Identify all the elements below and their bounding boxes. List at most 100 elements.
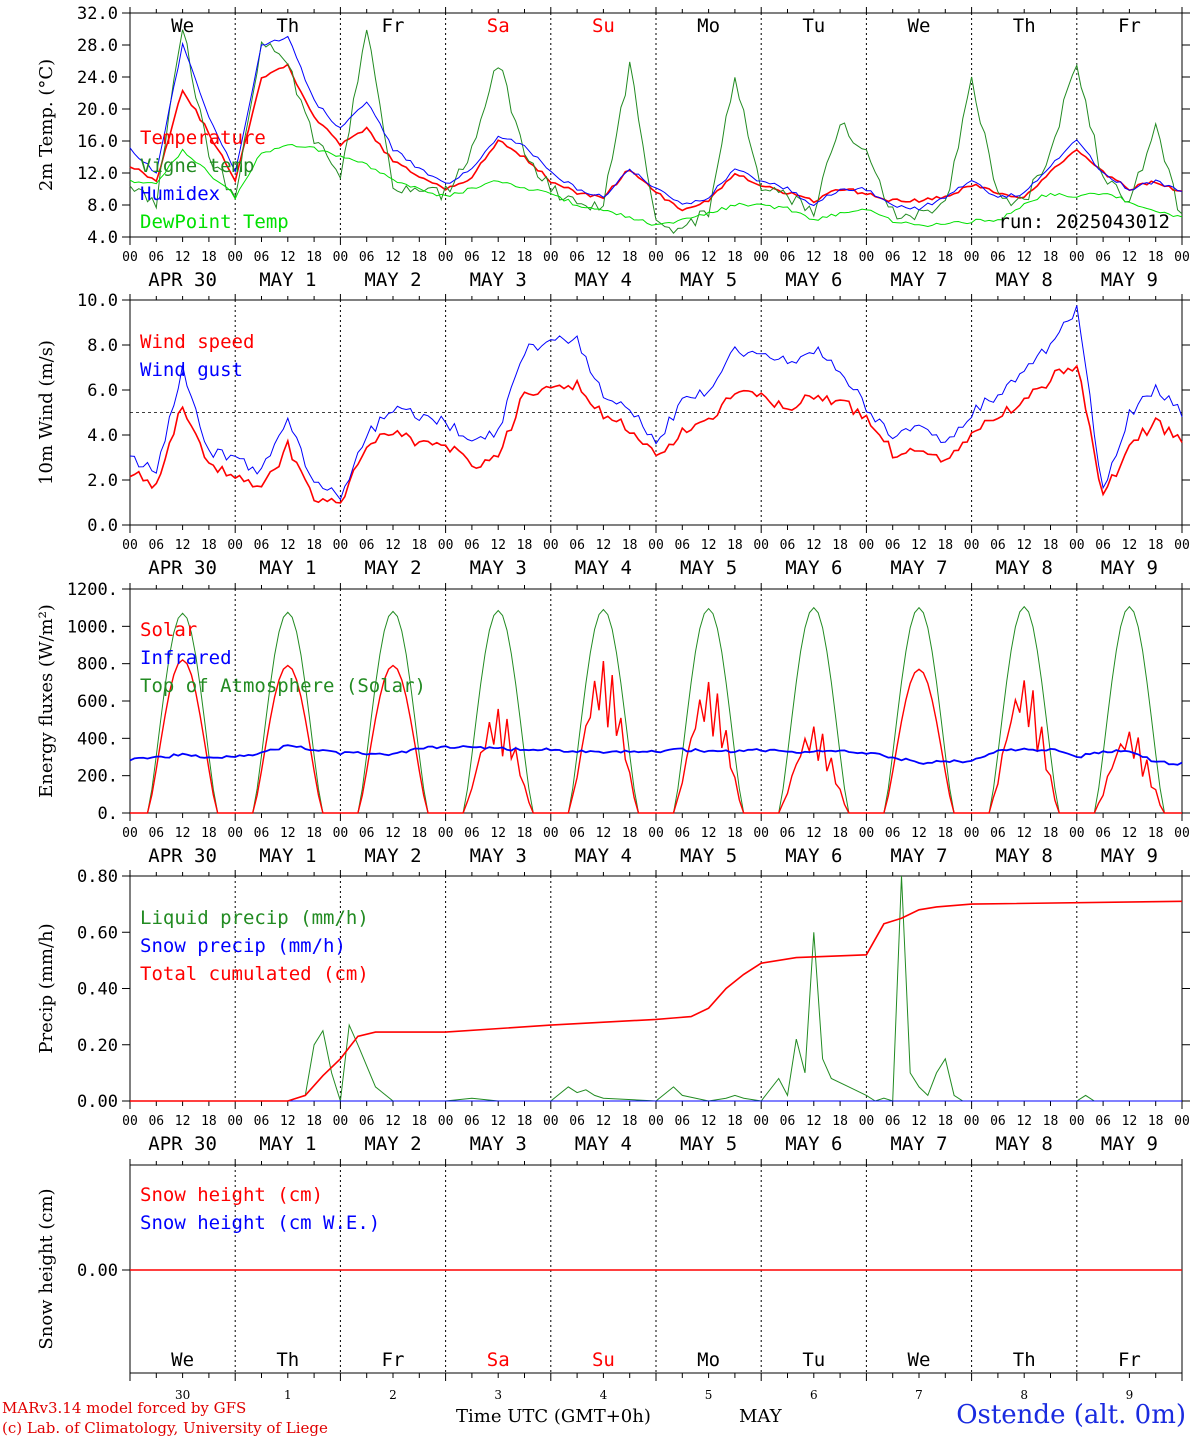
hour-tick-label: 12 (911, 1114, 927, 1129)
date-label: MAY 5 (680, 1133, 737, 1155)
legend-entry: Humidex (140, 183, 220, 205)
y-tick-label: 32.0 (77, 4, 118, 24)
date-label: MAY 5 (680, 557, 737, 579)
date-label: MAY 4 (575, 557, 632, 579)
bottom-day-number: 8 (1020, 1388, 1028, 1402)
hour-tick-label: 00 (227, 826, 243, 841)
date-label: MAY 4 (575, 1133, 632, 1155)
date-label: MAY 8 (996, 845, 1053, 867)
hour-tick-label: 06 (148, 1114, 164, 1129)
hour-tick-label: 12 (1016, 1114, 1032, 1129)
hour-tick-label: 18 (201, 826, 217, 841)
hour-tick-label: 12 (701, 250, 717, 265)
hour-tick-label: 00 (1069, 826, 1085, 841)
date-label: MAY 2 (364, 845, 421, 867)
hour-tick-label: 00 (1174, 250, 1190, 265)
hour-tick-label: 12 (280, 826, 296, 841)
hour-tick-label: 12 (490, 1114, 506, 1129)
legend-entry: Wind speed (140, 331, 254, 353)
hour-tick-label: 00 (227, 538, 243, 553)
hour-tick-label: 06 (674, 250, 690, 265)
hour-tick-label: 00 (859, 826, 875, 841)
hour-tick-label: 18 (201, 538, 217, 553)
hour-tick-label: 06 (1095, 826, 1111, 841)
hour-tick-label: 12 (806, 538, 822, 553)
hour-tick-label: 12 (701, 1114, 717, 1129)
hour-tick-label: 00 (543, 1114, 559, 1129)
hour-tick-label: 18 (622, 826, 638, 841)
hour-tick-label: 18 (411, 826, 427, 841)
date-label: MAY 2 (364, 1133, 421, 1155)
hour-tick-label: 12 (911, 250, 927, 265)
y-tick-label: 0.80 (77, 867, 118, 887)
hour-tick-label: 18 (517, 538, 533, 553)
hour-tick-label: 18 (1043, 826, 1059, 841)
y-tick-label: 24.0 (77, 68, 118, 88)
hour-tick-label: 06 (1095, 250, 1111, 265)
hour-tick-label: 12 (385, 1114, 401, 1129)
hour-tick-label: 18 (1043, 1114, 1059, 1129)
hour-tick-label: 12 (806, 250, 822, 265)
y-tick-label: 20.0 (77, 100, 118, 120)
day-name-label: Th (276, 1349, 299, 1371)
hour-tick-label: 06 (1095, 1114, 1111, 1129)
y-tick-label: 0.00 (77, 1092, 118, 1112)
hour-tick-label: 12 (175, 1114, 191, 1129)
hour-tick-label: 18 (937, 538, 953, 553)
hour-tick-label: 18 (411, 1114, 427, 1129)
hour-tick-label: 06 (359, 250, 375, 265)
date-label: MAY 6 (785, 845, 842, 867)
date-label: MAY 5 (680, 269, 737, 291)
hour-tick-label: 12 (490, 538, 506, 553)
x-axis-title: Time UTC (GMT+0h) (456, 1406, 651, 1427)
hour-tick-label: 06 (254, 538, 270, 553)
hour-tick-label: 00 (753, 1114, 769, 1129)
hour-tick-label: 00 (1174, 1114, 1190, 1129)
y-tick-label: 0.40 (77, 980, 118, 1000)
hour-tick-label: 18 (832, 1114, 848, 1129)
legend-entry: Snow height (cm W.E.) (140, 1212, 380, 1234)
hour-tick-label: 12 (806, 826, 822, 841)
y-axis-label: Energy fluxes (W/m²) (36, 604, 57, 798)
y-tick-label: 28.0 (77, 36, 118, 56)
hour-tick-label: 00 (964, 826, 980, 841)
hour-tick-label: 12 (1016, 826, 1032, 841)
day-name-label: Fr (1118, 15, 1141, 37)
hour-tick-label: 00 (1069, 250, 1085, 265)
hour-tick-label: 18 (411, 250, 427, 265)
series-line-temperature (129, 63, 1183, 212)
hour-tick-label: 00 (753, 250, 769, 265)
y-tick-label: 200. (77, 767, 118, 787)
hour-tick-label: 12 (280, 538, 296, 553)
date-label: MAY 7 (890, 845, 947, 867)
day-name-label: We (171, 1349, 194, 1371)
series-line-solar (130, 658, 1182, 814)
legend-entry: Snow height (cm) (140, 1184, 323, 1206)
date-label: MAY 3 (470, 557, 527, 579)
hour-tick-label: 18 (306, 538, 322, 553)
hour-tick-label: 06 (885, 250, 901, 265)
hour-tick-label: 00 (648, 538, 664, 553)
series-line-infrared (129, 744, 1183, 766)
legend-entry: Snow precip (mm/h) (140, 935, 346, 957)
day-name-label: Mo (697, 1349, 720, 1371)
hour-tick-label: 18 (411, 538, 427, 553)
hour-tick-label: 00 (753, 538, 769, 553)
hour-tick-label: 06 (780, 1114, 796, 1129)
hour-tick-label: 12 (385, 250, 401, 265)
hour-tick-label: 06 (780, 538, 796, 553)
hour-tick-label: 18 (622, 538, 638, 553)
hour-tick-label: 06 (254, 250, 270, 265)
y-tick-label: 12.0 (77, 164, 118, 184)
bottom-day-number: 6 (810, 1388, 818, 1402)
hour-tick-label: 06 (674, 826, 690, 841)
hour-tick-label: 06 (464, 826, 480, 841)
hour-tick-label: 18 (201, 250, 217, 265)
run-label: run: 2025043012 (998, 211, 1170, 233)
day-name-label: Fr (382, 1349, 405, 1371)
date-label: MAY 4 (575, 845, 632, 867)
hour-tick-label: 12 (911, 826, 927, 841)
hour-tick-label: 12 (175, 826, 191, 841)
date-label: APR 30 (148, 269, 217, 291)
